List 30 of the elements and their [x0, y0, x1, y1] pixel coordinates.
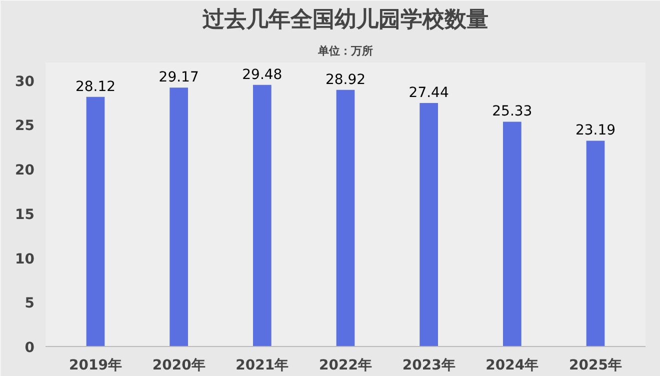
bar — [420, 102, 438, 346]
x-tick-label: 2019年 — [69, 358, 122, 374]
y-tick-label: 25 — [15, 118, 34, 134]
x-tick-label: 2022年 — [319, 358, 372, 374]
data-label: 27.44 — [408, 84, 449, 101]
y-tick-label: 5 — [24, 296, 35, 312]
bar — [586, 140, 605, 346]
data-label: 25.33 — [492, 104, 532, 120]
chart-subtitle: 单位：万所 — [317, 44, 373, 58]
y-tick-label: 10 — [15, 251, 35, 268]
bar — [170, 88, 188, 346]
y-tick-label: 20 — [15, 162, 35, 178]
bar — [253, 84, 272, 346]
data-label: 28.12 — [75, 78, 116, 95]
y-tick-label: 0 — [24, 340, 35, 356]
x-tick-label: 2021年 — [236, 358, 289, 374]
data-label: 28.92 — [325, 72, 366, 88]
bar — [336, 90, 355, 346]
chart-title: 过去几年全国幼儿园学校数量 — [202, 8, 488, 32]
x-tick-label: 2020年 — [152, 358, 206, 374]
data-label: 29.48 — [242, 66, 282, 83]
bar — [86, 96, 105, 346]
bar — [503, 122, 522, 346]
data-label: 23.19 — [575, 122, 616, 139]
y-tick-label: 15 — [15, 206, 34, 223]
y-tick-label: 30 — [15, 74, 35, 90]
data-label: 29.17 — [158, 70, 199, 86]
x-tick-label: 2023年 — [402, 358, 456, 374]
x-tick-label: 2024年 — [486, 358, 539, 374]
x-tick-label: 2025年 — [569, 358, 622, 374]
